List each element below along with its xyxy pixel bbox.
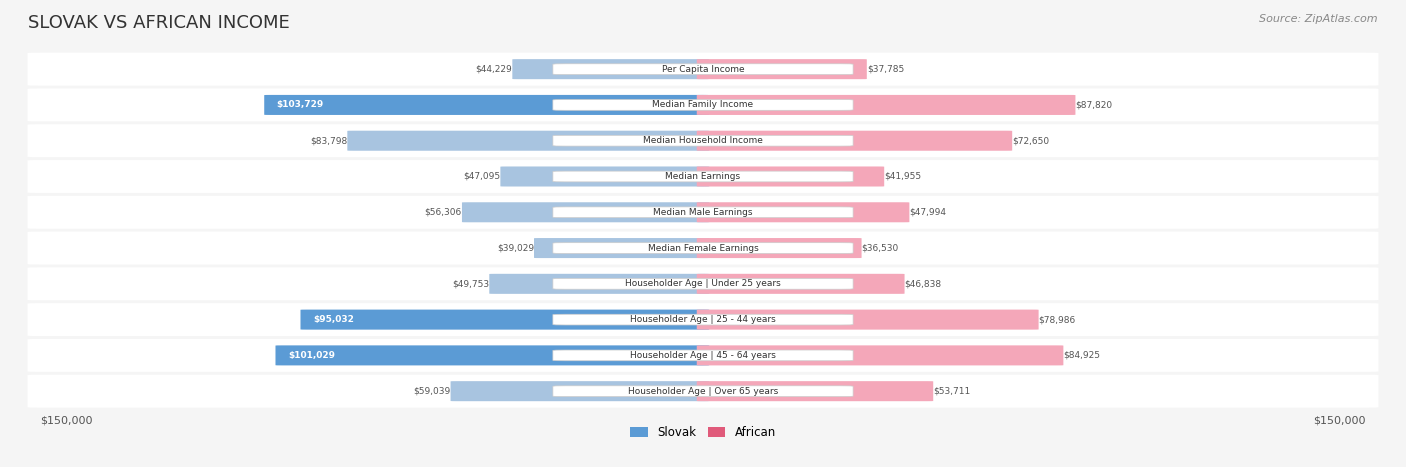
Text: Householder Age | 45 - 64 years: Householder Age | 45 - 64 years <box>630 351 776 360</box>
FancyBboxPatch shape <box>553 207 853 218</box>
Text: $78,986: $78,986 <box>1039 315 1076 324</box>
FancyBboxPatch shape <box>489 274 709 294</box>
Text: Median Female Earnings: Median Female Earnings <box>648 244 758 253</box>
FancyBboxPatch shape <box>553 171 853 182</box>
FancyBboxPatch shape <box>512 59 709 79</box>
FancyBboxPatch shape <box>534 238 709 258</box>
FancyBboxPatch shape <box>450 381 709 401</box>
Text: Source: ZipAtlas.com: Source: ZipAtlas.com <box>1260 14 1378 24</box>
Text: $44,229: $44,229 <box>475 64 512 74</box>
Text: $36,530: $36,530 <box>862 244 898 253</box>
Text: $87,820: $87,820 <box>1076 100 1112 109</box>
Text: Median Earnings: Median Earnings <box>665 172 741 181</box>
FancyBboxPatch shape <box>697 274 904 294</box>
FancyBboxPatch shape <box>28 232 1378 264</box>
Text: Householder Age | Over 65 years: Householder Age | Over 65 years <box>628 387 778 396</box>
FancyBboxPatch shape <box>28 160 1378 193</box>
Text: $41,955: $41,955 <box>884 172 921 181</box>
FancyBboxPatch shape <box>697 166 884 186</box>
Text: Median Family Income: Median Family Income <box>652 100 754 109</box>
Text: Householder Age | Under 25 years: Householder Age | Under 25 years <box>626 279 780 288</box>
FancyBboxPatch shape <box>553 278 853 289</box>
Text: $59,039: $59,039 <box>413 387 450 396</box>
Text: $56,306: $56,306 <box>425 208 463 217</box>
FancyBboxPatch shape <box>301 310 709 330</box>
FancyBboxPatch shape <box>697 59 868 79</box>
FancyBboxPatch shape <box>553 135 853 146</box>
Text: Median Male Earnings: Median Male Earnings <box>654 208 752 217</box>
FancyBboxPatch shape <box>697 310 1039 330</box>
Text: $53,711: $53,711 <box>934 387 970 396</box>
FancyBboxPatch shape <box>28 53 1378 85</box>
FancyBboxPatch shape <box>553 314 853 325</box>
FancyBboxPatch shape <box>553 99 853 110</box>
Text: $39,029: $39,029 <box>496 244 534 253</box>
Text: Median Household Income: Median Household Income <box>643 136 763 145</box>
Text: $47,095: $47,095 <box>463 172 501 181</box>
FancyBboxPatch shape <box>347 131 709 151</box>
Legend: Slovak, African: Slovak, African <box>626 421 780 444</box>
FancyBboxPatch shape <box>463 202 709 222</box>
Text: $150,000: $150,000 <box>39 416 93 425</box>
Text: $84,925: $84,925 <box>1063 351 1101 360</box>
FancyBboxPatch shape <box>501 166 709 186</box>
FancyBboxPatch shape <box>697 131 1012 151</box>
FancyBboxPatch shape <box>28 196 1378 229</box>
Text: $103,729: $103,729 <box>277 100 323 109</box>
FancyBboxPatch shape <box>553 243 853 254</box>
Text: $46,838: $46,838 <box>904 279 942 288</box>
FancyBboxPatch shape <box>28 375 1378 408</box>
FancyBboxPatch shape <box>28 124 1378 157</box>
FancyBboxPatch shape <box>264 95 709 115</box>
FancyBboxPatch shape <box>28 303 1378 336</box>
FancyBboxPatch shape <box>553 64 853 75</box>
Text: $49,753: $49,753 <box>453 279 489 288</box>
FancyBboxPatch shape <box>697 238 862 258</box>
Text: $150,000: $150,000 <box>1313 416 1367 425</box>
Text: Per Capita Income: Per Capita Income <box>662 64 744 74</box>
FancyBboxPatch shape <box>28 268 1378 300</box>
FancyBboxPatch shape <box>697 95 1076 115</box>
FancyBboxPatch shape <box>276 346 709 365</box>
Text: $47,994: $47,994 <box>910 208 946 217</box>
FancyBboxPatch shape <box>697 381 934 401</box>
FancyBboxPatch shape <box>697 202 910 222</box>
Text: $83,798: $83,798 <box>311 136 347 145</box>
FancyBboxPatch shape <box>553 386 853 396</box>
FancyBboxPatch shape <box>28 339 1378 372</box>
FancyBboxPatch shape <box>697 346 1063 365</box>
Text: $101,029: $101,029 <box>288 351 335 360</box>
FancyBboxPatch shape <box>553 350 853 361</box>
FancyBboxPatch shape <box>28 88 1378 121</box>
Text: $95,032: $95,032 <box>314 315 354 324</box>
Text: $37,785: $37,785 <box>868 64 904 74</box>
Text: SLOVAK VS AFRICAN INCOME: SLOVAK VS AFRICAN INCOME <box>28 14 290 32</box>
Text: Householder Age | 25 - 44 years: Householder Age | 25 - 44 years <box>630 315 776 324</box>
Text: $72,650: $72,650 <box>1012 136 1049 145</box>
